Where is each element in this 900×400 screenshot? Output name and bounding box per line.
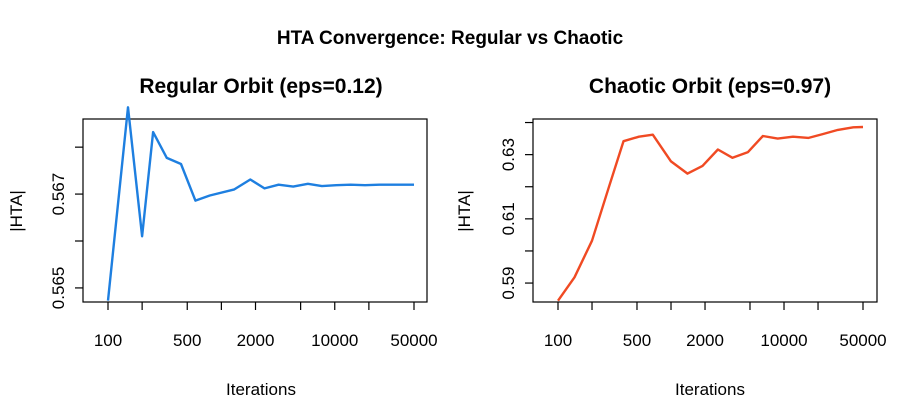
x-tick-label: 50000: [839, 331, 886, 350]
y-axis-label: |HTA|: [455, 190, 474, 232]
x-axis: 100 500 2000 10000 50000: [94, 302, 438, 350]
series-line: [557, 125, 864, 302]
x-tick-label: 10000: [311, 331, 358, 350]
x-tick-label: 2000: [686, 331, 724, 350]
regular-orbit-panel: Regular Orbit (eps=0.12) 100 500 2000 10000…: [7, 75, 438, 399]
y-tick-label: 0.565: [49, 267, 68, 310]
y-axis-label: |HTA|: [7, 190, 26, 232]
y-tick-label: 0.567: [49, 173, 68, 216]
x-tick-label: 50000: [390, 331, 437, 350]
chaotic-orbit-panel: Chaotic Orbit (eps=0.97) 100 500 2000 10000…: [455, 75, 887, 399]
x-tick-label: 2000: [237, 331, 275, 350]
y-tick-label: 0.61: [499, 202, 518, 235]
x-tick-label: 500: [623, 331, 651, 350]
series-line: [106, 106, 414, 301]
plot-frame: [82, 118, 428, 303]
y-axis: 0.565 0.567: [49, 146, 83, 310]
x-tick-label: 100: [94, 331, 122, 350]
x-tick-label: 10000: [760, 331, 807, 350]
x-tick-label: 100: [544, 331, 572, 350]
x-tick-label: 500: [173, 331, 201, 350]
panel-title: Chaotic Orbit (eps=0.97): [589, 75, 831, 98]
plot-frame: [532, 118, 878, 303]
y-tick-label: 0.63: [499, 138, 518, 171]
y-axis: 0.59 0.61 0.63: [499, 121, 533, 300]
x-axis-label: Iterations: [226, 380, 296, 399]
y-tick-label: 0.59: [499, 267, 518, 300]
figure-title: HTA Convergence: Regular vs Chaotic: [277, 28, 624, 49]
panel-title: Regular Orbit (eps=0.12): [139, 75, 382, 98]
x-axis-label: Iterations: [675, 380, 745, 399]
x-axis: 100 500 2000 10000 50000: [544, 302, 887, 350]
